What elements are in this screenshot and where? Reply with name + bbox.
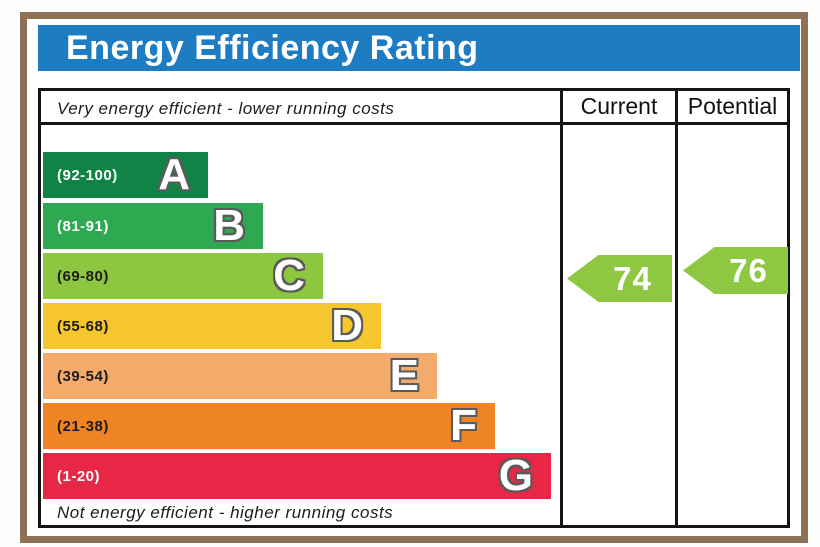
band-e-range: (39-54) <box>57 367 109 385</box>
current-rating-arrow: 74 <box>567 255 672 302</box>
band-f: (21-38) F <box>43 403 495 449</box>
band-f-range: (21-38) <box>57 417 109 435</box>
current-column-header: Current <box>580 93 658 119</box>
band-a-range: (92-100) <box>57 166 118 184</box>
band-d-letter: D <box>331 301 363 350</box>
band-a: (92-100) A <box>43 152 208 198</box>
title-bar: Energy Efficiency Rating <box>38 25 800 71</box>
band-g-range: (1-20) <box>57 467 101 485</box>
current-rating-value: 74 <box>613 259 652 297</box>
header-underline <box>41 122 787 125</box>
band-b: (81-91) B <box>43 203 263 249</box>
potential-column-header: Potential <box>687 93 778 119</box>
bottom-caption: Not energy efficient - higher running co… <box>57 503 394 522</box>
potential-rating-value: 76 <box>729 251 768 289</box>
band-d-range: (55-68) <box>57 317 109 335</box>
band-e-letter: E <box>389 351 419 400</box>
band-d: (55-68) D <box>43 303 381 349</box>
band-e: (39-54) E <box>43 353 437 399</box>
band-b-letter: B <box>213 201 245 250</box>
band-b-range: (81-91) <box>57 217 109 235</box>
band-a-letter: A <box>158 150 190 199</box>
band-c: (69-80) C <box>43 253 323 299</box>
band-g-letter: G <box>498 451 533 500</box>
current-column-divider <box>560 91 563 525</box>
band-c-range: (69-80) <box>57 267 109 285</box>
top-caption: Very energy efficient - lower running co… <box>57 99 395 118</box>
potential-rating-arrow: 76 <box>683 247 788 294</box>
band-g: (1-20) G <box>43 453 551 499</box>
potential-column-divider <box>675 91 678 525</box>
band-f-letter: F <box>450 401 477 450</box>
band-c-letter: C <box>273 251 305 300</box>
page-title: Energy Efficiency Rating <box>66 28 479 67</box>
rating-table: Current Potential Very energy efficient … <box>38 88 790 528</box>
